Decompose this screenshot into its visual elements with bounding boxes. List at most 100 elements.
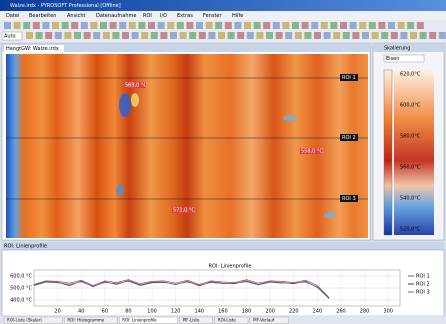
- mode-box[interactable]: [1, 31, 23, 41]
- toolbar-button[interactable]: [80, 22, 88, 29]
- toolbar-button[interactable]: [119, 22, 127, 29]
- toolbar-button[interactable]: [342, 32, 350, 39]
- toolbar-button[interactable]: [410, 32, 417, 39]
- toolbar-button[interactable]: [285, 32, 293, 39]
- toolbar-button[interactable]: [196, 22, 203, 29]
- toolbar-button[interactable]: [407, 22, 415, 29]
- toolbar-button[interactable]: [359, 22, 367, 29]
- toolbar-button[interactable]: [340, 22, 347, 29]
- toolbar-button[interactable]: [93, 32, 101, 39]
- toolbar-button[interactable]: [438, 32, 446, 39]
- menu-item[interactable]: Fenster: [203, 13, 222, 19]
- toolbar-button[interactable]: [330, 22, 338, 29]
- toolbar-button[interactable]: [4, 22, 11, 29]
- toolbar-button[interactable]: [131, 32, 139, 39]
- menu-item[interactable]: Datei: [6, 13, 19, 19]
- toolbar-button[interactable]: [148, 22, 155, 29]
- toolbar-button[interactable]: [294, 32, 302, 39]
- toolbar-button[interactable]: [388, 22, 395, 29]
- toolbar-button[interactable]: [90, 22, 98, 29]
- toolbar-button[interactable]: [102, 32, 110, 39]
- toolbar-button[interactable]: [179, 32, 187, 39]
- toolbar-button[interactable]: [227, 32, 235, 39]
- toolbar-button[interactable]: [138, 22, 146, 29]
- toolbar-button[interactable]: [314, 32, 321, 39]
- menu-item[interactable]: Datenaufnahme: [96, 13, 136, 19]
- toolbar-button[interactable]: [160, 32, 168, 39]
- toolbar-button[interactable]: [186, 22, 194, 29]
- toolbar-button[interactable]: [215, 22, 223, 29]
- toolbar-button[interactable]: [320, 22, 328, 29]
- toolbar-button[interactable]: [26, 32, 33, 39]
- toolbar-button[interactable]: [61, 22, 69, 29]
- toolbar-button[interactable]: [311, 22, 319, 29]
- toolbar-button[interactable]: [23, 22, 31, 29]
- toolbar-button[interactable]: [150, 32, 158, 39]
- toolbar-button[interactable]: [170, 32, 177, 39]
- toolbar-button[interactable]: [368, 22, 376, 29]
- menu-item[interactable]: ROI: [143, 13, 152, 19]
- toolbar-button[interactable]: [45, 32, 53, 39]
- toolbar-button[interactable]: [74, 32, 81, 39]
- toolbar-button[interactable]: [292, 22, 299, 29]
- toolbar-button[interactable]: [323, 32, 331, 39]
- toolbar-button[interactable]: [301, 22, 309, 29]
- toolbar-button[interactable]: [112, 32, 120, 39]
- toolbar-button[interactable]: [109, 22, 117, 29]
- toolbar-button[interactable]: [176, 22, 184, 29]
- toolbar-button[interactable]: [52, 22, 59, 29]
- toolbar-button[interactable]: [362, 32, 369, 39]
- palette-select[interactable]: [383, 54, 425, 63]
- toolbar-button[interactable]: [381, 32, 389, 39]
- toolbar-button[interactable]: [208, 32, 216, 39]
- toolbar-button[interactable]: [371, 32, 379, 39]
- toolbar-button[interactable]: [64, 32, 72, 39]
- menu-item[interactable]: I/O: [160, 13, 167, 19]
- menu-item[interactable]: Bearbeiten: [29, 13, 56, 19]
- toolbar-button[interactable]: [256, 32, 264, 39]
- toolbar-button[interactable]: [400, 32, 408, 39]
- toolbar-button[interactable]: [282, 22, 290, 29]
- toolbar-button[interactable]: [83, 32, 91, 39]
- toolbar-button[interactable]: [13, 22, 21, 29]
- toolbar-button[interactable]: [234, 22, 242, 29]
- toolbar-button[interactable]: [352, 32, 360, 39]
- toolbar-button[interactable]: [390, 32, 398, 39]
- toolbar-button[interactable]: [157, 22, 165, 29]
- menu-item[interactable]: Ansicht: [67, 13, 86, 19]
- toolbar-button[interactable]: [189, 32, 197, 39]
- toolbar-button[interactable]: [266, 32, 273, 39]
- toolbar-button[interactable]: [237, 32, 245, 39]
- toolbar-button[interactable]: [141, 32, 149, 39]
- toolbar-button[interactable]: [275, 32, 283, 39]
- toolbar-button[interactable]: [218, 32, 225, 39]
- toolbar-button[interactable]: [429, 32, 437, 39]
- toolbar-button[interactable]: [35, 32, 43, 39]
- toolbar-button[interactable]: [304, 32, 312, 39]
- toolbar-button[interactable]: [333, 32, 341, 39]
- toolbar-button[interactable]: [263, 22, 271, 29]
- toolbar-button[interactable]: [100, 22, 107, 29]
- toolbar-button[interactable]: [272, 22, 280, 29]
- menu-item[interactable]: Extras: [177, 13, 193, 19]
- toolbar-button[interactable]: [349, 22, 357, 29]
- toolbar-button[interactable]: [71, 22, 79, 29]
- image-tab[interactable]: [4, 45, 64, 52]
- toolbar-button[interactable]: [224, 22, 232, 29]
- toolbar-button[interactable]: [167, 22, 175, 29]
- toolbar-button[interactable]: [42, 22, 50, 29]
- toolbar-button[interactable]: [397, 22, 405, 29]
- toolbar-button[interactable]: [54, 32, 62, 39]
- menu-item[interactable]: Hilfe: [232, 13, 243, 19]
- toolbar-button[interactable]: [253, 22, 261, 29]
- toolbar-button[interactable]: [205, 22, 213, 29]
- toolbar-button[interactable]: [198, 32, 206, 39]
- toolbar-button[interactable]: [122, 32, 129, 39]
- toolbar-button[interactable]: [246, 32, 254, 39]
- toolbar-button[interactable]: [244, 22, 251, 29]
- toolbar-button[interactable]: [378, 22, 386, 29]
- toolbar-button[interactable]: [32, 22, 40, 29]
- toolbar-button[interactable]: [419, 32, 427, 39]
- toolbar-button[interactable]: [416, 22, 424, 29]
- toolbar-button[interactable]: [128, 22, 136, 29]
